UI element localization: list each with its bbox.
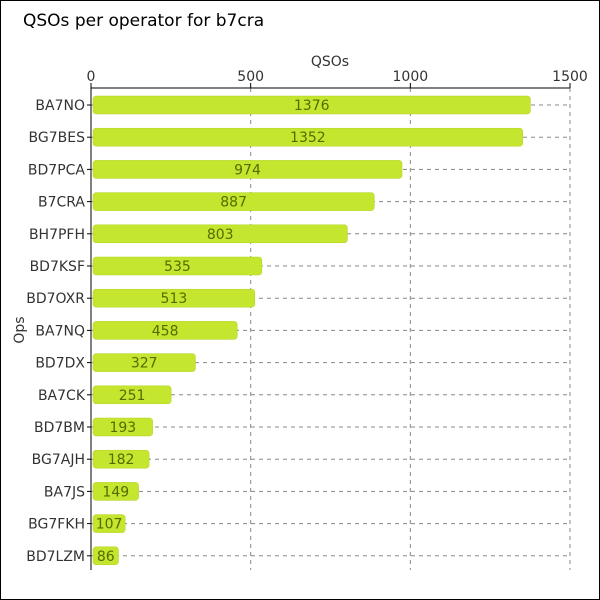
category-label-bd7dx: BD7DX (35, 356, 85, 372)
x-axis-label: QSOs (311, 54, 349, 70)
chart-title: QSOs per operator for b7cra (23, 11, 265, 31)
category-label-ba7nq: BA7NQ (35, 323, 85, 339)
value-label-bg7fkh: 107 (96, 517, 123, 533)
category-label-b7cra: B7CRA (38, 195, 85, 211)
bar-bg7fkh (92, 514, 126, 533)
value-label-ba7ck: 251 (119, 388, 146, 404)
bar-bd7ksf (92, 256, 263, 276)
category-label-bd7pca: BD7PCA (28, 162, 86, 178)
value-label-bd7dx: 327 (131, 356, 158, 372)
category-label-bg7ajh: BG7AJH (32, 452, 85, 468)
bar-bh7pfh (92, 224, 348, 244)
value-label-bd7ksf: 535 (164, 259, 191, 275)
bar-bd7dx (92, 353, 196, 372)
x-axis: 0 500 1000 1500 (87, 69, 588, 89)
value-label-bd7oxr: 513 (161, 291, 188, 307)
bar-ba7nq (92, 321, 238, 340)
value-label-bd7pca: 974 (234, 162, 261, 178)
value-label-bd7lzm: 86 (97, 549, 115, 565)
value-label-ba7js: 149 (102, 484, 129, 500)
bar-ba7js (92, 482, 139, 501)
value-label-b7cra: 887 (220, 195, 247, 211)
bar-ba7ck (92, 385, 172, 405)
x-tick-label-500: 500 (237, 69, 264, 85)
bar-bd7pca (92, 160, 403, 179)
bar-bg7bes (92, 127, 523, 147)
bar-bg7ajh (92, 449, 150, 469)
value-label-ba7no: 1376 (294, 98, 330, 114)
category-label-bd7lzm: BD7LZM (26, 549, 85, 565)
category-label-bd7ksf: BD7KSF (30, 259, 85, 275)
category-label-bg7bes: BG7BES (29, 130, 86, 146)
category-label-bg7fkh: BG7FKH (28, 517, 85, 533)
category-label-ba7no: BA7NO (35, 98, 85, 114)
y-axis-label: Ops (12, 316, 28, 343)
bar-bd7oxr (92, 288, 256, 308)
bar-bd7bm (92, 417, 153, 437)
x-tick-label-1000: 1000 (393, 69, 429, 85)
category-label-ba7js: BA7JS (44, 484, 85, 500)
value-label-bg7ajh: 182 (108, 452, 135, 468)
bar-ba7no (92, 95, 531, 115)
bar-b7cra (92, 192, 375, 211)
x-tick-label-1500: 1500 (552, 69, 588, 85)
category-label-bd7bm: BD7BM (34, 420, 85, 436)
category-label-ba7ck: BA7CK (38, 388, 86, 404)
x-tick-label-0: 0 (87, 69, 96, 85)
value-label-bh7pfh: 803 (207, 227, 234, 243)
value-label-ba7nq: 458 (152, 323, 179, 339)
bar-bd7lzm (92, 546, 119, 566)
value-label-bg7bes: 1352 (290, 130, 326, 146)
bars: 1376 1352 974 887 803 535 513 458 327 251 193 182 14… (92, 95, 531, 566)
category-label-bh7pfh: BH7PFH (29, 227, 85, 243)
y-axis: BA7NO BG7BES BD7PCA B7CRA BH7PFH BD7KSF BD7OXR… (26, 88, 92, 570)
category-label-bd7oxr: BD7OXR (26, 291, 85, 307)
value-label-bd7bm: 193 (109, 420, 136, 436)
